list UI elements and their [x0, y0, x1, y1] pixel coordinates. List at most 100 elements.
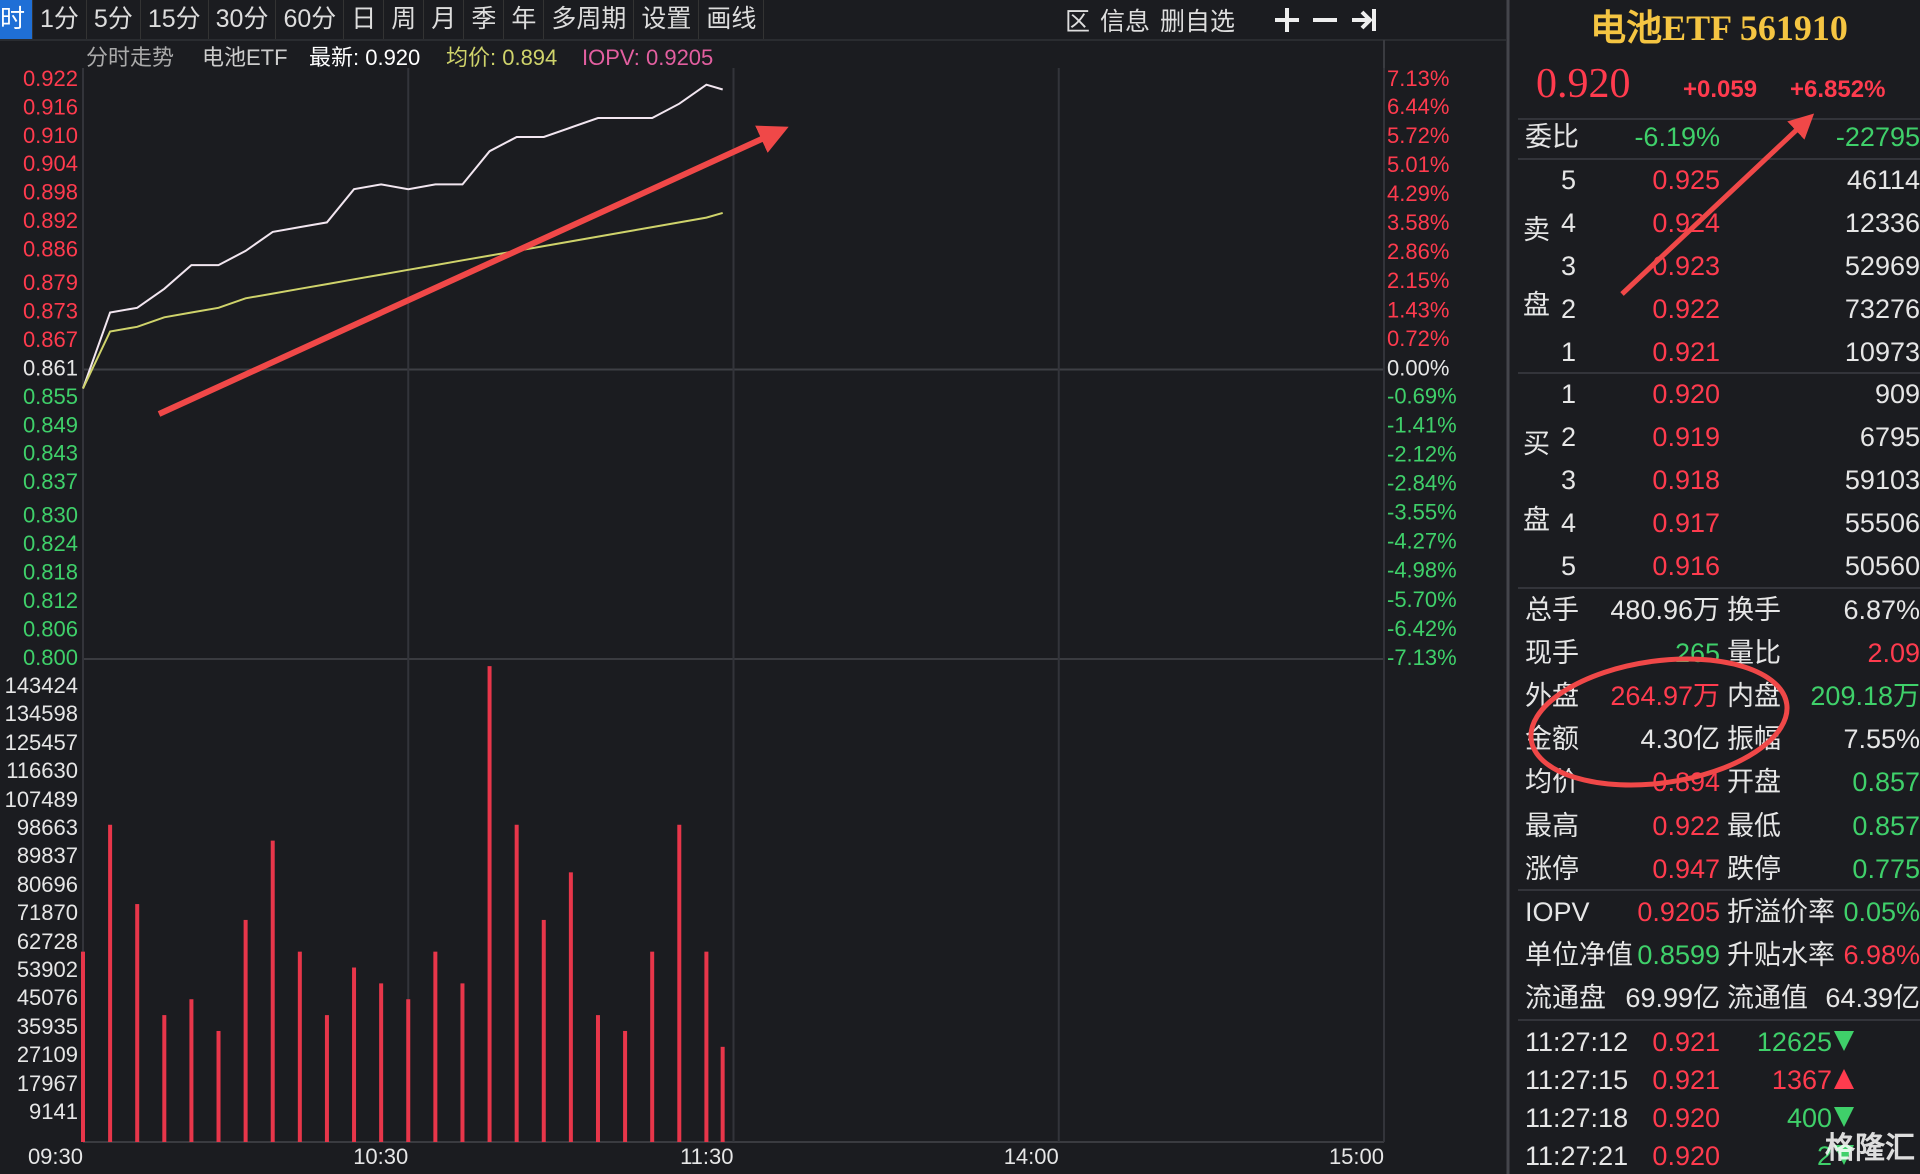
- volume-bar: [324, 1015, 329, 1142]
- period-button[interactable]: 周: [384, 0, 425, 39]
- y-tick-label: 98663: [17, 815, 78, 840]
- separator: [1518, 118, 1920, 120]
- period-button[interactable]: 30分: [209, 0, 277, 39]
- stat-label: 现手: [1525, 638, 1579, 669]
- period-button[interactable]: 季: [464, 0, 505, 39]
- price-change: +0.059: [1683, 76, 1758, 103]
- y2-tick-label: 2.86%: [1387, 239, 1449, 264]
- y-tick-label: 0.818: [23, 559, 78, 584]
- stat-value: 480.96万: [1610, 595, 1720, 625]
- price-change-pct: +6.852%: [1790, 76, 1886, 103]
- stat-label: 金额: [1525, 724, 1579, 755]
- volume-bar: [720, 1046, 725, 1142]
- tool-button[interactable]: 信息: [1100, 7, 1151, 36]
- y2-tick-label: -2.12%: [1387, 441, 1457, 466]
- y-tick-label: 62728: [17, 929, 78, 954]
- order-price: 0.918: [1652, 465, 1720, 495]
- order-price: 0.924: [1652, 208, 1720, 238]
- stat-value: 4.30亿: [1640, 724, 1720, 755]
- volume-bar: [81, 951, 85, 1142]
- trade-direction: [1834, 1145, 1854, 1165]
- trade-volume: 400: [1786, 1103, 1832, 1133]
- stat-value: 6.87%: [1843, 595, 1920, 625]
- level: 4: [1561, 208, 1577, 238]
- period-button[interactable]: 设置: [634, 0, 700, 39]
- trade-time: 11:27:12: [1525, 1027, 1629, 1057]
- volume-bar: [352, 967, 357, 1142]
- stat-value: 7.55%: [1843, 724, 1920, 755]
- trade-price: 0.921: [1652, 1065, 1720, 1095]
- volume-bar: [406, 999, 411, 1142]
- volume-bar: [189, 999, 194, 1142]
- x-tick-label: 10:30: [353, 1144, 408, 1169]
- y-tick-label: 0.812: [23, 588, 78, 613]
- period-button[interactable]: 多周期: [544, 0, 635, 39]
- stat-value: 0.05%: [1843, 896, 1920, 927]
- y2-tick-label: -1.41%: [1387, 413, 1457, 438]
- order-price: 0.925: [1652, 165, 1720, 195]
- level: 1: [1561, 379, 1577, 409]
- y-tick-label: 0.879: [23, 270, 78, 295]
- stat-label: 总手: [1525, 595, 1579, 625]
- y2-tick-label: -4.27%: [1387, 529, 1457, 554]
- trade-time: 11:27:18: [1525, 1103, 1629, 1133]
- period-button[interactable]: 5分: [87, 0, 141, 39]
- period-button[interactable]: 画线: [699, 0, 765, 39]
- period-button[interactable]: 时: [0, 0, 34, 39]
- y-tick-label: 0.867: [23, 327, 78, 352]
- price-line: [82, 211, 723, 389]
- order-volume: 55506: [1844, 508, 1920, 538]
- annotation: IOPV: 0.9205: [582, 45, 713, 70]
- tool-button[interactable]: 区: [1065, 7, 1091, 36]
- y-tick-label: 0.922: [23, 66, 78, 91]
- y2-tick-label: -2.84%: [1387, 471, 1457, 496]
- y2-tick-label: -0.69%: [1387, 383, 1457, 408]
- period-button[interactable]: 日: [344, 0, 385, 39]
- y-tick-label: 0.904: [23, 151, 78, 176]
- volume-bar: [623, 1030, 628, 1142]
- tool-button[interactable]: 删自选: [1160, 7, 1236, 36]
- y-tick-label: 0.873: [23, 298, 78, 323]
- separator: [1518, 1019, 1920, 1021]
- stat-value: 64.39亿: [1825, 982, 1920, 1013]
- order-volume: 52969: [1844, 251, 1920, 281]
- stat-value: 0.894: [1652, 767, 1720, 798]
- chart-title: 分时走势: [86, 45, 174, 70]
- volume-bar: [216, 1030, 221, 1142]
- trade-volume: 1367: [1771, 1065, 1832, 1095]
- period-button[interactable]: 月: [424, 0, 465, 39]
- period-button[interactable]: 15分: [141, 0, 209, 39]
- volume-bar: [108, 824, 113, 1142]
- volume-bar: [162, 1015, 167, 1142]
- x-tick-label: 15:00: [1329, 1144, 1384, 1169]
- y-tick-label: 0.824: [23, 531, 78, 556]
- y-tick-label: 0.916: [23, 94, 78, 119]
- y-tick-label: 0.849: [23, 412, 78, 437]
- tool-icons[interactable]: [1275, 8, 1376, 32]
- volume-bar: [487, 666, 492, 1142]
- y-tick-label: 0.861: [23, 355, 78, 380]
- stat-label: 开盘: [1727, 767, 1781, 798]
- level: 3: [1561, 251, 1577, 281]
- volume-bar: [379, 983, 384, 1142]
- period-button[interactable]: 1分: [33, 0, 87, 39]
- stat-label: 均价: [1525, 767, 1579, 798]
- volume-bar: [514, 824, 519, 1142]
- y-tick-label: 0.806: [23, 616, 78, 641]
- period-button[interactable]: 年: [504, 0, 545, 39]
- zoom-in-icon[interactable]: [1275, 8, 1299, 32]
- volume-bar: [297, 951, 302, 1142]
- ratio-value: -6.19%: [1634, 122, 1720, 152]
- y-tick-label: 0.800: [23, 645, 78, 670]
- y2-tick-label: 2.15%: [1387, 268, 1449, 293]
- x-tick-label: 14:00: [1004, 1144, 1059, 1169]
- stat-label: 最高: [1525, 810, 1579, 841]
- y2-tick-label: 3.58%: [1387, 210, 1449, 235]
- period-button[interactable]: 60分: [276, 0, 345, 39]
- separator: [1518, 587, 1920, 589]
- stat-value: 0.947: [1652, 853, 1720, 884]
- volume-bar: [704, 951, 709, 1142]
- stat-label: 跌停: [1727, 853, 1781, 884]
- expand-icon[interactable]: [1352, 9, 1376, 31]
